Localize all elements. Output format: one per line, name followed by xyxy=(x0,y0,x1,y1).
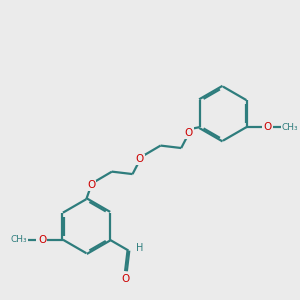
Text: CH₃: CH₃ xyxy=(282,123,298,132)
Text: O: O xyxy=(38,235,46,245)
Text: O: O xyxy=(184,128,193,138)
Text: O: O xyxy=(136,154,144,164)
Text: O: O xyxy=(87,180,95,190)
Text: O: O xyxy=(263,122,271,132)
Text: O: O xyxy=(122,274,130,284)
Text: CH₃: CH₃ xyxy=(11,235,28,244)
Text: H: H xyxy=(136,243,143,253)
